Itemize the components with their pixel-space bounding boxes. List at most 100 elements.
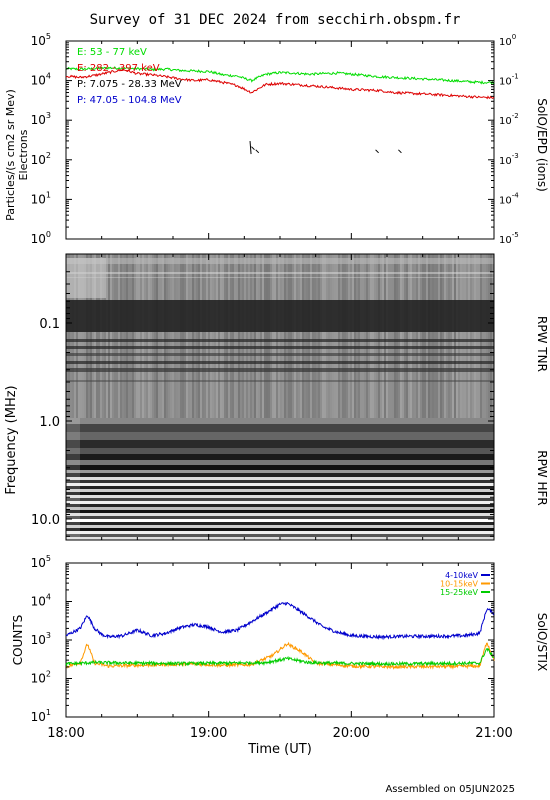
- hfr-stripe: [66, 424, 494, 432]
- epd-y-tick-exponent: 3: [46, 111, 51, 120]
- tnr-noise-column: [426, 254, 428, 418]
- hfr-stripe: [66, 498, 494, 501]
- tnr-noise-column: [220, 254, 222, 418]
- legend-entry: E: 53 - 77 keV: [77, 47, 147, 58]
- hfr-stripe: [66, 516, 494, 519]
- tnr-noise-column: [114, 254, 116, 418]
- tnr-noise-column: [76, 254, 78, 418]
- tnr-noise-column: [462, 254, 464, 418]
- series-line: [65, 68, 495, 100]
- epd-right-tick-exponent: -3: [512, 152, 519, 160]
- tnr-noise-column: [418, 254, 420, 418]
- data-point-mark: [249, 141, 252, 155]
- stix-plot-frame: [65, 562, 495, 718]
- tnr-noise-column: [440, 254, 442, 418]
- tnr-noise-column: [448, 254, 450, 418]
- tnr-noise-column: [308, 254, 310, 418]
- tnr-noise-column: [246, 254, 248, 418]
- tnr-emission-band: [66, 300, 494, 332]
- tnr-noise-column: [266, 254, 268, 418]
- tnr-noise-column: [400, 254, 402, 418]
- tnr-noise-column: [342, 254, 344, 418]
- tnr-noise-column: [240, 254, 242, 418]
- epd-right-tick-label: 100: [499, 33, 516, 48]
- tnr-noise-column: [296, 254, 298, 418]
- tnr-noise-column: [472, 254, 474, 418]
- stix-y-tick-label: 102: [31, 670, 51, 686]
- tnr-noise-column: [340, 254, 342, 418]
- tnr-noise-column: [288, 254, 290, 418]
- hfr-left-fade: [66, 418, 80, 540]
- tnr-emission-band: [66, 339, 494, 342]
- tnr-emission-band: [66, 368, 494, 372]
- rpw-tick-label: 1.0: [39, 415, 60, 430]
- tnr-noise-column: [456, 254, 458, 418]
- tnr-noise-column: [354, 254, 356, 418]
- tnr-noise-column: [236, 254, 238, 418]
- epd-ylabel-electrons: Electrons: [17, 129, 30, 180]
- tnr-noise-column: [280, 254, 282, 418]
- hfr-stripe: [66, 483, 494, 486]
- tnr-noise-column: [94, 254, 96, 418]
- stix-y-tick-exponent: 1: [46, 708, 51, 717]
- x-tick-label: 19:00: [190, 726, 227, 741]
- hfr-stripe: [66, 531, 494, 534]
- tnr-noise-column: [204, 254, 206, 418]
- tnr-noise-column: [68, 254, 70, 418]
- tnr-noise-column: [334, 254, 336, 418]
- rpw-label-tnr: RPW TNR: [535, 316, 549, 372]
- tnr-noise-column: [188, 254, 190, 418]
- tnr-noise-column: [82, 254, 84, 418]
- tnr-noise-column: [262, 254, 264, 418]
- tnr-noise-column: [78, 254, 80, 418]
- tnr-noise-column: [152, 254, 154, 418]
- tnr-noise-column: [412, 254, 414, 418]
- tnr-noise-column: [452, 254, 454, 418]
- tnr-noise-column: [360, 254, 362, 418]
- epd-ylabel-left: Particles/(s cm2 sr Mev): [4, 89, 17, 221]
- tnr-noise-column: [88, 254, 90, 418]
- stix-ylabel-left: COUNTS: [11, 615, 25, 666]
- stix-y-tick-label: 103: [31, 631, 51, 647]
- tnr-noise-column: [422, 254, 424, 418]
- tnr-noise-column: [162, 254, 164, 418]
- tnr-noise-column: [312, 254, 314, 418]
- tnr-noise-column: [486, 254, 488, 418]
- stix-y-tick-label: 105: [31, 554, 51, 570]
- tnr-noise-column: [190, 254, 192, 418]
- epd-right-tick-exponent: -2: [512, 112, 519, 120]
- figure-title: Survey of 31 DEC 2024 from secchirh.obsp…: [90, 12, 461, 28]
- epd-y-tick-label: 105: [31, 32, 51, 48]
- tnr-noise-column: [380, 254, 382, 418]
- tnr-noise-column: [324, 254, 326, 418]
- tnr-noise-column: [72, 254, 74, 418]
- epd-y-tick-label: 101: [31, 190, 51, 206]
- tnr-upper-band: [66, 258, 494, 264]
- tnr-noise-column: [370, 254, 372, 418]
- tnr-noise-column: [402, 254, 404, 418]
- tnr-noise-column: [252, 254, 254, 418]
- tnr-noise-column: [328, 254, 330, 418]
- tnr-noise-column: [446, 254, 448, 418]
- tnr-noise-column: [314, 254, 316, 418]
- tnr-emission-band: [66, 361, 494, 364]
- tnr-noise-column: [414, 254, 416, 418]
- tnr-noise-column: [302, 254, 304, 418]
- rpw-tick-label: 0.1: [39, 317, 60, 332]
- tnr-noise-column: [112, 254, 114, 418]
- tnr-noise-column: [180, 254, 182, 418]
- tnr-noise-column: [310, 254, 312, 418]
- tnr-noise-column: [388, 254, 390, 418]
- hfr-stripe: [66, 418, 494, 424]
- assembled-footer: Assembled on 05JUN2025: [385, 784, 515, 795]
- epd-y-tick-exponent: 0: [46, 230, 51, 239]
- epd-right-tick-exponent: -5: [512, 231, 519, 239]
- hfr-stripe: [66, 504, 494, 507]
- tnr-noise-column: [178, 254, 180, 418]
- tnr-noise-column: [468, 254, 470, 418]
- tnr-noise-column: [208, 254, 210, 418]
- hfr-stripe: [66, 525, 494, 528]
- tnr-noise-column: [170, 254, 172, 418]
- tnr-noise-column: [478, 254, 480, 418]
